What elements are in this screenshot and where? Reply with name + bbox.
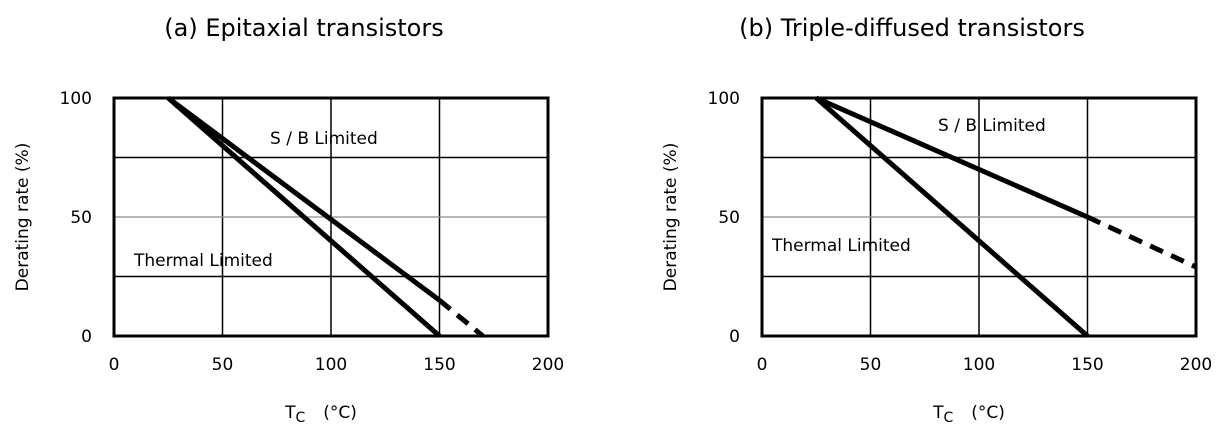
series-line-s-b-limited (166, 95, 441, 303)
x-tick-label: 100 (963, 355, 995, 375)
x-tick-label: 200 (1180, 355, 1212, 375)
x-tick-label: 100 (315, 355, 347, 375)
chart-title-a: (a) Epitaxial transistors (164, 14, 444, 42)
series-dashed-extension-s-b-limited (437, 298, 485, 338)
annotation-sb-limited: S / B Limited (938, 116, 1046, 136)
y-tick-label: 0 (729, 327, 740, 347)
series-line-thermal-limited (166, 96, 442, 338)
x-tick-label: 50 (212, 355, 234, 375)
y-tick-label: 50 (718, 208, 740, 228)
y-axis-title: Derating rate (%) (13, 143, 33, 292)
chart-panel-a: (a) Epitaxial transistors 0 50 100 150 200 0 5… (13, 14, 564, 426)
chart-b-svg: 0 50 100 150 200 0 50 100 Derating rate (%) TC (°C… (661, 89, 1212, 426)
series-dashed-extension-s-b-limited (1086, 214, 1198, 270)
y-tick-label: 50 (70, 208, 92, 228)
annotation-thermal-limited: Thermal Limited (133, 251, 273, 271)
x-tick-label: 200 (532, 355, 564, 375)
y-tick-label: 100 (708, 89, 740, 109)
series-line-s-b-limited (815, 95, 1089, 220)
x-axis-title: TC (°C) (284, 403, 357, 426)
annotation-sb-limited: S / B Limited (270, 129, 378, 149)
plot-frame (760, 96, 1198, 338)
y-tick-label: 100 (60, 89, 92, 109)
chart-title-b: (b) Triple-diffused transistors (739, 14, 1085, 42)
y-axis-title: Derating rate (%) (661, 143, 681, 292)
x-tick-label: 150 (423, 355, 455, 375)
chart-panel-b: (b) Triple-diffused transistors 0 50 100 15… (608, 0, 1216, 428)
x-tick-label: 0 (109, 355, 120, 375)
y-tick-label: 0 (81, 327, 92, 347)
chart-a-svg: 0 50 100 150 200 0 50 100 Derating rate (%) TC (°C… (13, 89, 564, 426)
series-line-thermal-limited (814, 96, 1090, 338)
x-axis-title: TC (°C) (932, 403, 1005, 426)
plot-frame (112, 96, 550, 338)
annotation-thermal-limited: Thermal Limited (771, 236, 911, 256)
x-tick-label: 150 (1071, 355, 1103, 375)
x-tick-label: 50 (860, 355, 882, 375)
x-tick-label: 0 (757, 355, 768, 375)
